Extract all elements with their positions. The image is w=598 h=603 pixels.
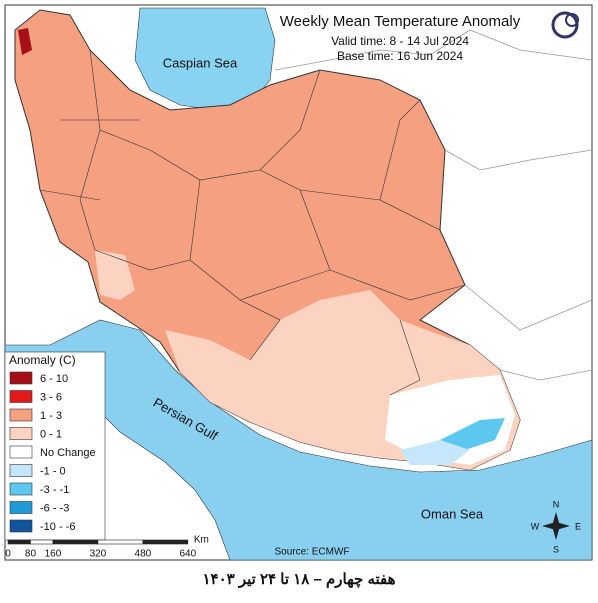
neighbour-border (274, 29, 593, 381)
legend-swatch (9, 371, 33, 385)
anomaly-area (95, 250, 135, 300)
source: Source: ECMWF (274, 547, 349, 558)
legend-label: 6 - 10 (40, 373, 68, 385)
anomaly-area (440, 418, 505, 450)
legend-label: -10 - -6 (40, 521, 75, 533)
legend-swatch (9, 464, 33, 477)
anomaly-area (400, 440, 470, 465)
map-title: Weekly Mean Temperature Anomaly (280, 13, 521, 30)
scale-label: 640 (179, 549, 196, 560)
legend-label: No Change (40, 447, 96, 459)
scale-segment (142, 539, 189, 545)
valid-time: Valid time: 8 - 14 Jul 2024 (331, 34, 469, 48)
legend-swatch (9, 427, 33, 440)
legend-swatch (9, 408, 33, 422)
scale-label: 80 (25, 549, 37, 560)
legend-label: 0 - 1 (40, 428, 62, 440)
logo (551, 11, 579, 39)
anomaly-area (18, 28, 32, 55)
legend: 6 - 10 3 - 6 1 - 3 0 - 1 No Change -1 - 0 -3 -… (9, 371, 96, 533)
legend-swatch (9, 445, 33, 459)
caption: هفته چهارم – ۱۸ تا ۲۴ تیر ۱۴۰۳ (202, 571, 395, 588)
legend-swatch (9, 501, 33, 514)
scale-label: 160 (45, 549, 62, 560)
legend-title: Anomaly (C) (9, 353, 76, 367)
legend-label: 1 - 3 (40, 410, 62, 422)
legend-label: -6 - -3 (40, 502, 69, 514)
legend-label: 3 - 6 (40, 391, 62, 403)
scale-label: 0 (5, 549, 11, 560)
province-border (39, 49, 466, 396)
scale-segment (97, 539, 144, 545)
sea-label: Caspian Sea (163, 55, 238, 70)
scale-segment (7, 539, 31, 545)
compass-letter: E (575, 521, 581, 531)
base-time: Base time: 16 Jun 2024 (337, 49, 463, 63)
legend-swatch (9, 482, 33, 496)
sea (4, 319, 593, 561)
compass-letter: S (553, 544, 559, 554)
scale-unit: Km (194, 535, 209, 546)
compass: N E S W (531, 499, 581, 554)
scale-bar: 0 80 160 320 480 640 Km (5, 535, 209, 560)
legend-label: -1 - 0 (40, 465, 66, 477)
sea-label: Oman Sea (421, 506, 484, 521)
legend-label: -3 - -1 (40, 484, 69, 496)
legend-swatch (9, 390, 33, 403)
scale-segment (52, 539, 99, 545)
scale-label: 320 (90, 549, 107, 560)
compass-letter: N (553, 499, 560, 509)
compass-letter: W (531, 521, 540, 531)
legend-swatch (9, 519, 33, 533)
scale-label: 480 (135, 549, 152, 560)
scale-segment (30, 539, 54, 545)
